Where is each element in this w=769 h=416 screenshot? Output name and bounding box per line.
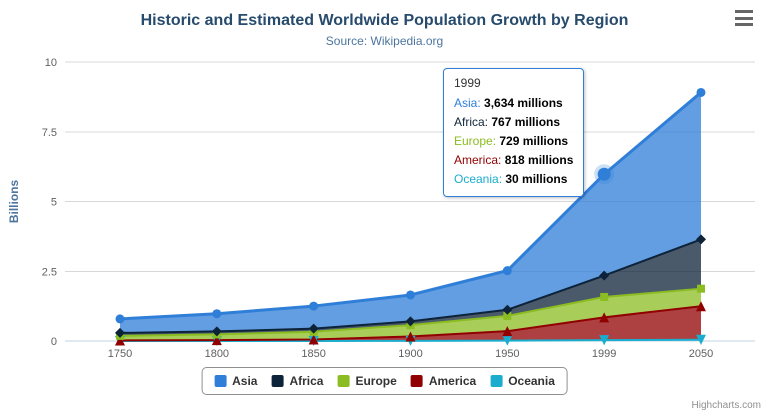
tooltip-series-value: 30 millions bbox=[505, 172, 568, 186]
x-axis-tick-label: 1950 bbox=[495, 348, 519, 360]
legend-symbol bbox=[410, 375, 423, 387]
tooltip-row-asia: Asia: 3,634 millions bbox=[454, 94, 573, 113]
data-point-africa-2050[interactable] bbox=[696, 234, 706, 245]
chart-title: Historic and Estimated Worldwide Populat… bbox=[140, 12, 629, 29]
data-point-europe-1950[interactable] bbox=[503, 311, 512, 320]
hovered-data-point[interactable] bbox=[597, 167, 611, 181]
legend-label: Europe bbox=[355, 374, 397, 388]
legend-symbol bbox=[271, 375, 284, 387]
legend-label: Oceania bbox=[508, 374, 555, 388]
hamburger-icon bbox=[735, 16, 753, 20]
credits-link[interactable]: Highcharts.com bbox=[691, 400, 761, 411]
tooltip-series-value: 818 millions bbox=[504, 153, 574, 167]
hamburger-icon bbox=[735, 23, 753, 26]
data-point-africa-1750[interactable] bbox=[115, 327, 125, 338]
data-point-oceania-2050[interactable] bbox=[696, 334, 706, 345]
data-point-america-1850[interactable] bbox=[308, 334, 319, 345]
area-band-america[interactable] bbox=[120, 306, 701, 341]
data-point-asia-1950[interactable] bbox=[502, 266, 512, 276]
tooltip: 1999 Asia: 3,634 millions Africa: 767 mil… bbox=[443, 68, 585, 197]
data-point-america-2050[interactable] bbox=[696, 301, 706, 312]
x-axis-tick-label: 1800 bbox=[205, 348, 229, 360]
legend-symbol bbox=[337, 375, 350, 387]
x-axis-tick-label: 1850 bbox=[301, 348, 325, 360]
x-axis-tick-label: 1999 bbox=[592, 348, 616, 360]
data-point-america-1800[interactable] bbox=[211, 335, 222, 346]
tooltip-row-europe: Europe: 729 millions bbox=[454, 132, 573, 151]
tooltip-row-africa: Africa: 767 millions bbox=[454, 113, 573, 132]
legend-item-america[interactable]: America bbox=[410, 374, 477, 388]
data-point-africa-1900[interactable] bbox=[405, 316, 416, 327]
tooltip-series-value: 767 millions bbox=[491, 115, 561, 129]
tooltip-series-name: Oceania: bbox=[454, 172, 506, 186]
data-point-europe-1999[interactable] bbox=[600, 293, 609, 302]
data-point-asia-2050[interactable] bbox=[696, 87, 706, 97]
data-point-oceania-1950[interactable] bbox=[502, 335, 513, 346]
legend-label: Asia bbox=[232, 374, 258, 388]
tooltip-series-value: 3,634 millions bbox=[484, 96, 563, 110]
data-point-europe-2050[interactable] bbox=[697, 284, 705, 293]
y-axis-tick-label: 2.5 bbox=[42, 266, 57, 278]
area-band-asia[interactable] bbox=[120, 92, 701, 333]
x-axis-tick-label: 1900 bbox=[398, 348, 422, 360]
data-point-america-1999[interactable] bbox=[599, 312, 610, 323]
legend-symbol bbox=[490, 375, 503, 387]
data-point-america-1750[interactable] bbox=[115, 335, 125, 346]
legend-symbol bbox=[214, 375, 227, 387]
legend-label: America bbox=[428, 374, 477, 388]
data-point-africa-1850[interactable] bbox=[308, 323, 319, 334]
tooltip-series-name: Asia: bbox=[454, 96, 485, 110]
tooltip-series-name: Africa: bbox=[454, 115, 492, 129]
data-point-america-1900[interactable] bbox=[405, 331, 416, 342]
tooltip-row-oceania: Oceania: 30 millions bbox=[454, 170, 573, 189]
y-axis-tick-label: 7.5 bbox=[42, 127, 57, 139]
data-point-asia-1800[interactable] bbox=[212, 309, 222, 319]
tooltip-rows: Asia: 3,634 millions Africa: 767 millions… bbox=[454, 94, 573, 189]
y-axis-tick-label: 5 bbox=[51, 197, 57, 209]
tooltip-series-name: Europe: bbox=[454, 134, 500, 148]
legend: Asia Africa Europe America Oceania bbox=[201, 367, 568, 395]
data-point-africa-1999[interactable] bbox=[599, 270, 610, 281]
x-axis-tick-label: 2050 bbox=[689, 348, 713, 360]
tooltip-header: 1999 bbox=[454, 76, 481, 90]
data-point-asia-1850[interactable] bbox=[309, 301, 319, 311]
legend-item-asia[interactable]: Asia bbox=[214, 374, 257, 388]
legend-item-europe[interactable]: Europe bbox=[337, 374, 397, 388]
tooltip-series-value: 729 millions bbox=[499, 134, 569, 148]
x-axis-tick-label: 1750 bbox=[108, 348, 132, 360]
chart-context-menu-button[interactable] bbox=[731, 8, 757, 28]
data-point-africa-1800[interactable] bbox=[211, 326, 222, 337]
chart-subtitle: Source: Wikipedia.org bbox=[325, 34, 444, 48]
legend-label: Africa bbox=[289, 374, 324, 388]
legend-item-oceania[interactable]: Oceania bbox=[490, 374, 555, 388]
y-axis-tick-label: 10 bbox=[45, 57, 57, 69]
data-point-asia-1900[interactable] bbox=[406, 290, 415, 300]
y-axis-title: Billions bbox=[7, 180, 21, 224]
y-axis-tick-label: 0 bbox=[51, 336, 57, 348]
data-point-america-1950[interactable] bbox=[502, 326, 513, 337]
data-point-asia-1750[interactable] bbox=[115, 314, 125, 324]
tooltip-row-america: America: 818 millions bbox=[454, 151, 573, 170]
data-point-oceania-1999[interactable] bbox=[599, 335, 610, 346]
hamburger-icon bbox=[735, 10, 753, 13]
legend-item-africa[interactable]: Africa bbox=[271, 374, 323, 388]
data-point-africa-1950[interactable] bbox=[502, 304, 513, 315]
area-band-africa[interactable] bbox=[120, 239, 701, 336]
tooltip-series-name: America: bbox=[454, 153, 505, 167]
